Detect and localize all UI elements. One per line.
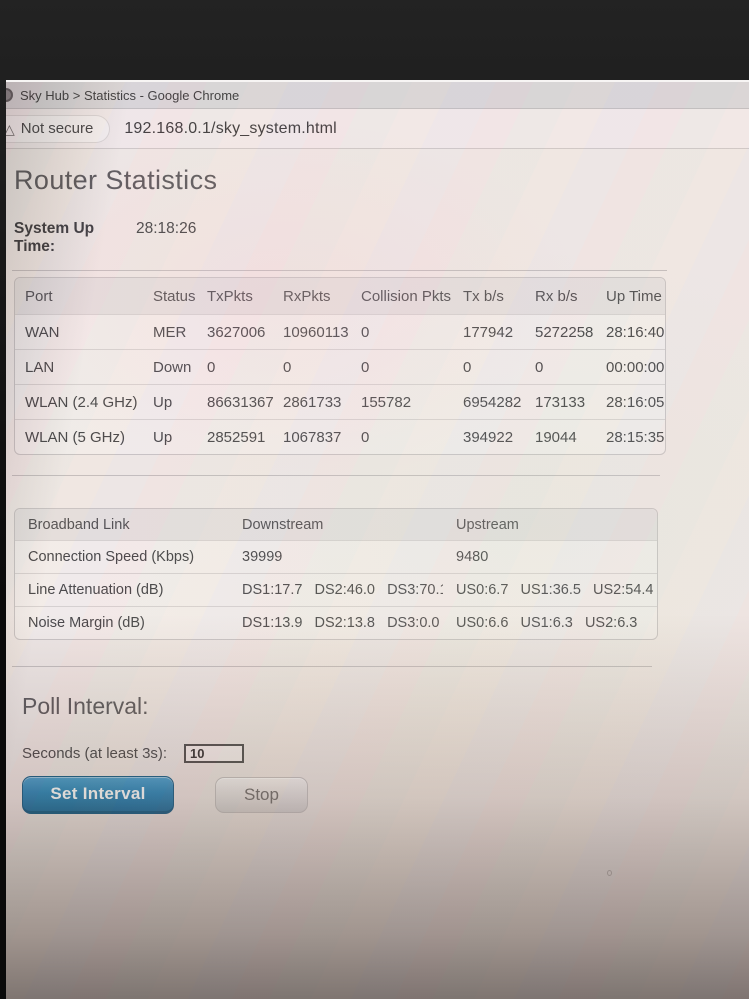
cell-rxbs: 5272258 <box>525 314 596 349</box>
window-title: Sky Hub > Statistics - Google Chrome <box>20 87 240 103</box>
col-header-txpkts: TxPkts <box>197 278 273 314</box>
port-statistics-table: Port Status TxPkts RxPkts Collision Pkts… <box>14 277 666 455</box>
cell-collision: 0 <box>351 419 453 454</box>
cell-txpkts: 3627006 <box>197 314 273 349</box>
cell-downstream: DS1:13.9 DS2:13.8 DS3:0.0 <box>229 606 443 639</box>
cell-rxbs: 173133 <box>525 384 596 419</box>
col-header-status: Status <box>143 278 197 314</box>
table-row-line-attenuation: Line Attenuation (dB) DS1:17.7 DS2:46.0 … <box>15 573 657 606</box>
uptime-value: 28:18:26 <box>136 220 197 237</box>
cell-collision: 0 <box>351 314 453 349</box>
col-header-upstream: Upstream <box>443 509 657 540</box>
cell-txpkts: 2852591 <box>197 419 273 454</box>
table-row-connection-speed: Connection Speed (Kbps) 39999 9480 <box>15 540 657 573</box>
cell-txbs: 177942 <box>453 314 525 349</box>
col-header-rxbs: Rx b/s <box>525 278 596 314</box>
cell-upstream: US0:6.6 US1:6.3 US2:6.3 <box>443 606 657 639</box>
not-secure-label: Not secure <box>20 120 94 137</box>
table-row-wlan24: WLAN (2.4 GHz) Up 86631367 2861733 15578… <box>15 384 665 419</box>
cell-txbs: 6954282 <box>453 384 525 419</box>
table-row-lan: LAN Down 0 0 0 0 0 00:00:00 <box>15 349 665 384</box>
cell-rxbs: 19044 <box>525 419 596 454</box>
col-header-rxpkts: RxPkts <box>273 278 351 314</box>
cell-collision: 0 <box>351 349 453 384</box>
cell-rxpkts: 0 <box>273 349 351 384</box>
cell-upstream: 9480 <box>443 540 657 573</box>
cell-port: LAN <box>15 349 143 384</box>
col-header-txbs: Tx b/s <box>453 278 525 314</box>
cell-port: WLAN (5 GHz) <box>15 419 143 454</box>
cell-txbs: 394922 <box>453 419 525 454</box>
table-row-noise-margin: Noise Margin (dB) DS1:13.9 DS2:13.8 DS3:… <box>15 606 657 639</box>
cell-uptime: 28:16:05 <box>596 384 665 419</box>
uptime-label: System Up Time: <box>14 220 95 255</box>
table-header-row: Port Status TxPkts RxPkts Collision Pkts… <box>15 278 665 314</box>
cell-rxpkts: 10960113 <box>273 314 351 349</box>
cell-txpkts: 86631367 <box>197 384 273 419</box>
cell-label: Connection Speed (Kbps) <box>15 540 229 573</box>
browser-window: Sky Hub > Statistics - Google Chrome △ N… <box>6 80 749 999</box>
url-text[interactable]: 192.168.0.1/sky_system.html <box>124 119 337 137</box>
broadband-link-table: Broadband Link Downstream Upstream Conne… <box>14 508 658 640</box>
col-header-uptime: Up Time <box>596 278 665 314</box>
cell-downstream: DS1:17.7 DS2:46.0 DS3:70.1 <box>229 573 443 606</box>
poll-seconds-row: Seconds (at least 3s): <box>22 744 749 763</box>
site-security-chip[interactable]: △ Not secure <box>6 114 111 143</box>
cell-status: Up <box>143 384 197 419</box>
col-header-broadband: Broadband Link <box>15 509 229 540</box>
cell-uptime: 28:15:35 <box>596 419 665 454</box>
cell-downstream: 39999 <box>229 540 443 573</box>
dust-speck <box>607 870 612 876</box>
table-row-wlan5: WLAN (5 GHz) Up 2852591 1067837 0 394922… <box>15 419 665 454</box>
page-title: Router Statistics <box>14 165 218 195</box>
cell-port: WAN <box>15 314 143 349</box>
cell-status: Up <box>143 419 197 454</box>
system-uptime-row: System Up Time: 28:18:26 <box>14 220 749 256</box>
seconds-label: Seconds (at least 3s): <box>22 745 168 762</box>
poll-seconds-input[interactable] <box>184 744 244 763</box>
browser-address-bar[interactable]: △ Not secure 192.168.0.1/sky_system.html <box>6 109 749 149</box>
col-header-collision: Collision Pkts <box>351 278 453 314</box>
separator <box>12 475 660 476</box>
table-header-row: Broadband Link Downstream Upstream <box>15 509 657 540</box>
cell-rxbs: 0 <box>525 349 596 384</box>
cell-txbs: 0 <box>453 349 525 384</box>
cell-label: Line Attenuation (dB) <box>15 573 229 606</box>
cell-status: MER <box>143 314 197 349</box>
table-row-wan: WAN MER 3627006 10960113 0 177942 527225… <box>15 314 665 349</box>
cell-status: Down <box>143 349 197 384</box>
separator <box>12 270 667 271</box>
stop-button[interactable]: Stop <box>215 777 308 813</box>
page-content: Router Statistics System Up Time: 28:18:… <box>6 165 749 814</box>
cell-collision: 155782 <box>351 384 453 419</box>
separator <box>12 666 652 667</box>
col-header-port: Port <box>15 278 143 314</box>
col-header-downstream: Downstream <box>229 509 443 540</box>
cell-uptime: 28:16:40 <box>596 314 665 349</box>
cell-rxpkts: 1067837 <box>273 419 351 454</box>
set-interval-button[interactable]: Set Interval <box>22 776 174 814</box>
poll-buttons-row: Set Interval Stop <box>22 776 749 814</box>
cell-rxpkts: 2861733 <box>273 384 351 419</box>
cell-label: Noise Margin (dB) <box>15 606 229 639</box>
cell-port: WLAN (2.4 GHz) <box>15 384 143 419</box>
poll-interval-title: Poll Interval: <box>22 693 149 719</box>
not-secure-warning-icon: △ <box>6 122 15 136</box>
window-titlebar: Sky Hub > Statistics - Google Chrome <box>6 82 749 109</box>
cell-txpkts: 0 <box>197 349 273 384</box>
cell-uptime: 00:00:00 <box>596 349 665 384</box>
sky-hub-favicon-icon <box>6 88 13 102</box>
cell-upstream: US0:6.7 US1:36.5 US2:54.4 <box>443 573 657 606</box>
